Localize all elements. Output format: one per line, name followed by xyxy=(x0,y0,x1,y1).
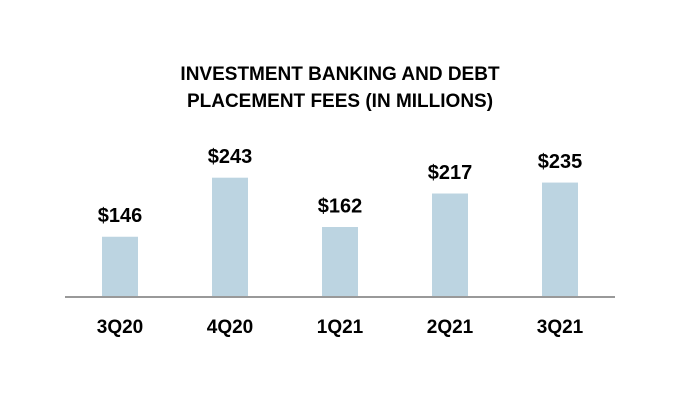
value-label: $162 xyxy=(318,195,363,217)
value-label: $217 xyxy=(428,162,473,184)
x-tick-label: 4Q20 xyxy=(207,317,253,338)
chart-title: INVESTMENT BANKING AND DEBT xyxy=(180,64,500,85)
bar xyxy=(432,193,468,297)
x-tick-label: 3Q21 xyxy=(537,317,584,338)
bar xyxy=(322,227,358,297)
value-label: $146 xyxy=(98,205,143,227)
chart-title: PLACEMENT FEES (IN MILLIONS) xyxy=(187,91,493,112)
x-tick-label: 2Q21 xyxy=(427,317,474,338)
value-label: $243 xyxy=(208,146,253,168)
bar xyxy=(212,177,248,297)
value-label: $235 xyxy=(538,151,583,173)
bar xyxy=(542,182,578,297)
x-tick-label: 3Q20 xyxy=(97,317,143,338)
bar xyxy=(102,236,138,297)
x-tick-label: 1Q21 xyxy=(317,317,364,338)
